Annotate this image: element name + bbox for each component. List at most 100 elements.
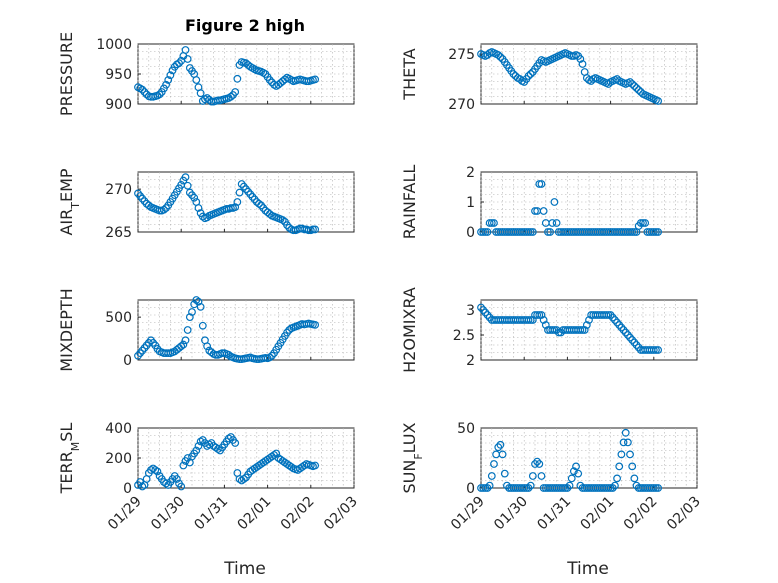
h2omixra-y-tick-label: 2.5 [453,328,475,344]
rainfall-data-point [526,228,535,236]
pressure-y-axis-label: PRESSURE [57,32,76,116]
h2omixra-data-point [619,326,628,334]
h2omixra-data-point [621,328,630,337]
air-temp-data-point [181,173,190,182]
rainfall-data-point [528,228,537,236]
terr-msl-x-tick-label: 02/01 [235,494,275,534]
pressure-data-point [155,90,164,99]
rainfall-data-point [535,180,544,188]
sun-flux-data-point [611,481,619,490]
subplot-mixdepth: 0 500 MIXDEPTH [57,288,355,372]
theta-data-point [524,72,533,80]
h2omixra-data-point [485,313,494,322]
h2omixra-data-point [626,333,634,342]
h2omixra-data-point [602,311,611,319]
mixdepth-y-tick-label: 0 [123,353,132,369]
h2omixra-data-point [580,326,589,334]
rainfall-data-point [546,228,555,236]
pressure-data-point [231,88,240,96]
mixdepth-data-point [198,321,207,330]
sun-flux-data-point [649,484,658,492]
rainfall-data-point [544,228,552,236]
rainfall-data-point [548,219,557,227]
sun-flux-data-point [615,462,624,471]
rainfall-data-point [639,219,647,227]
rainfall-data-point [537,180,546,188]
terr-msl-data-point [224,434,233,443]
pressure-y-tick-label: 1000 [96,37,132,53]
h2omixra-data-point [526,316,535,324]
pressure-data-point [164,76,173,84]
air-temp-data-point [255,199,263,208]
sun-flux-data-point [485,481,494,490]
terr-msl-data-point [194,442,203,450]
terr-msl-y-tick-label: 200 [105,451,132,467]
sun-flux-data-point [604,484,613,492]
air-temp-data-point [183,181,192,190]
pressure-data-point [162,80,170,89]
air-temp-data-point [235,188,244,197]
h2omixra-data-point [479,306,488,314]
sun-flux-data-point [569,467,578,476]
mixdepth-data-point [179,340,188,349]
rainfall-y-tick-label: 1 [466,195,475,211]
rainfall-data-point [483,228,492,236]
pressure-data-point [183,55,192,63]
pressure-data-point [140,88,149,96]
rainfall-data-point [628,228,637,236]
terr-msl-data-point [162,479,170,488]
mixdepth-data-point [177,342,186,351]
mixdepth-data-point [207,348,216,357]
air-temp-data-point [233,198,242,206]
terr-msl-data-point [138,482,147,491]
air-temp-data-point [231,203,240,212]
pressure-data-point [175,59,183,68]
h2omixra-data-point [533,311,542,319]
rainfall-data-point [487,219,496,227]
sun-flux-data-point [559,484,567,492]
sun-flux-data-point [626,450,634,459]
subplot-h2omixra: 2 2.5 3 H2OMIXRA [400,287,698,373]
x-axis-label-left: Time [223,559,266,579]
air-temp-data-point [265,210,274,218]
sun-flux-data-point [565,481,574,490]
rainfall-data-point [479,228,488,236]
mixdepth-data-point [224,350,233,359]
air-temp-data-point [160,205,168,214]
h2omixra-data-point [576,326,585,334]
mixdepth-y-axis-label: MIXDEPTH [57,288,76,371]
sun-flux-data-point [576,481,585,490]
h2omixra-data-point [524,316,533,324]
subplot-terr-msl: 0 200 400 01/29 01/30 01/31 02/01 02/02 02/03 TER… [57,421,361,533]
sun-flux-data-point [500,469,509,478]
terr-msl-data-point [153,467,162,476]
sun-flux-data-point [483,484,492,492]
terr-msl-x-tick-label: 02/02 [278,494,318,534]
h2omixra-data-point [554,328,563,337]
air-temp-data-point [311,225,320,234]
terr-msl-data-point [239,475,248,483]
sun-flux-data-point [496,440,505,449]
h2omixra-data-point [539,316,548,324]
h2omixra-data-point [477,303,485,312]
air-temp-data-point [155,206,164,215]
terr-msl-x-tick-label: 02/03 [321,494,361,534]
sun-flux-data-point [623,438,632,447]
h2omixra-data-point [630,338,639,347]
h2omixra-data-point [585,316,593,324]
terr-msl-x-tick-label: 01/30 [148,494,188,534]
sun-flux-data-point [490,460,498,468]
sun-flux-x-tick-label: 02/01 [578,494,618,534]
mixdepth-data-point [311,320,320,329]
rainfall-data-point [485,219,494,227]
air-temp-data-point [309,225,317,234]
h2omixra-data-point [615,321,624,329]
theta-data-point [496,53,505,61]
sun-flux-x-tick-label: 01/30 [491,494,531,534]
sun-flux-data-point [621,428,630,437]
terr-msl-x-tick-label: 01/29 [105,494,145,534]
terr-msl-y-axis-label: TERRMSL [57,423,82,495]
terr-msl-x-tick-label: 01/31 [191,494,231,534]
